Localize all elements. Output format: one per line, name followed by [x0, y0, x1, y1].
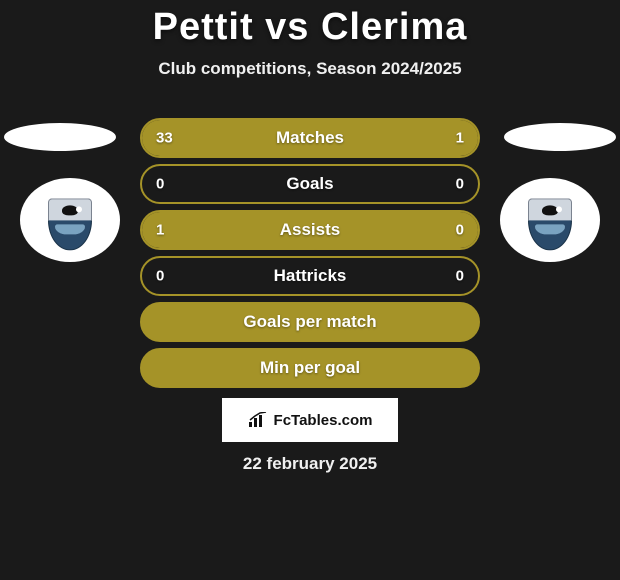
stat-row: Goals per match [140, 302, 480, 342]
stat-label: Goals [286, 174, 333, 194]
chart-icon [248, 412, 268, 428]
subtitle: Club competitions, Season 2024/2025 [0, 59, 620, 79]
stat-value-right: 1 [456, 130, 464, 147]
stat-value-left: 0 [156, 268, 164, 285]
page-title: Pettit vs Clerima [0, 0, 620, 49]
comparison-card: Pettit vs Clerima Club competitions, Sea… [0, 0, 620, 580]
stat-label: Goals per match [243, 312, 376, 332]
stat-row: 0 0 Hattricks [140, 256, 480, 296]
stat-label: Min per goal [260, 358, 360, 378]
stat-value-left: 1 [156, 222, 164, 239]
stat-value-left: 33 [156, 130, 173, 147]
crest-icon [528, 198, 572, 252]
stat-value-right: 0 [456, 222, 464, 239]
stat-value-right: 0 [456, 268, 464, 285]
brand-text: FcTables.com [274, 412, 373, 429]
stat-label: Matches [276, 128, 344, 148]
player-right-country-flag [504, 123, 616, 151]
stat-label: Assists [280, 220, 340, 240]
crest-icon [48, 198, 92, 252]
stat-row: 0 0 Goals [140, 164, 480, 204]
stat-value-right: 0 [456, 176, 464, 193]
stat-row: Min per goal [140, 348, 480, 388]
player-left-club-crest [20, 178, 120, 262]
player-right-club-crest [500, 178, 600, 262]
stat-fill-right [428, 120, 478, 156]
stat-value-left: 0 [156, 176, 164, 193]
stat-rows: 33 1 Matches 0 0 Goals 1 0 Assists 0 0 Hattricks Goa… [140, 118, 480, 394]
stat-row: 1 0 Assists [140, 210, 480, 250]
stat-label: Hattricks [274, 266, 347, 286]
footer-date: 22 february 2025 [243, 454, 377, 474]
brand-badge: FcTables.com [222, 398, 398, 442]
stat-row: 33 1 Matches [140, 118, 480, 158]
player-left-country-flag [4, 123, 116, 151]
